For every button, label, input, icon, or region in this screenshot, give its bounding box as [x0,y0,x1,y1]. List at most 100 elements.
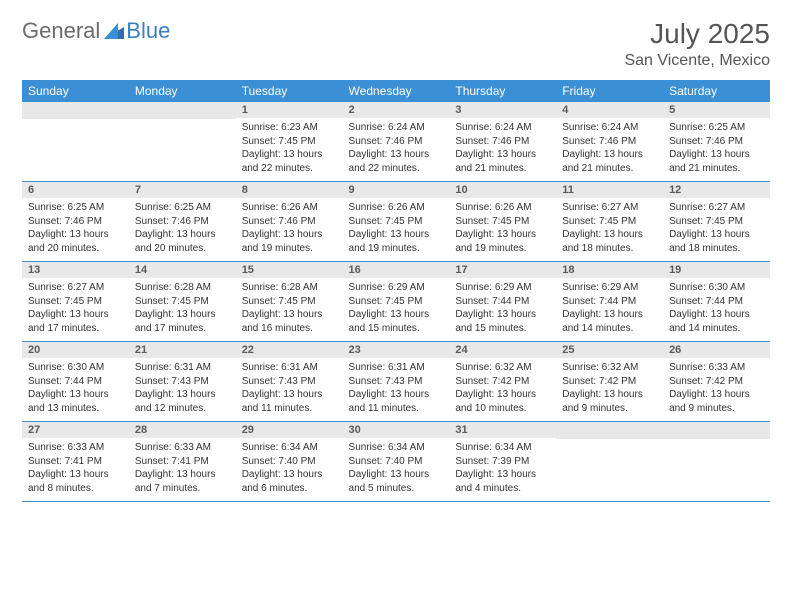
calendar-day-cell: 2Sunrise: 6:24 AMSunset: 7:46 PMDaylight… [343,102,450,182]
day-number: 25 [556,342,663,358]
daylight-line: Daylight: 13 hours and 16 minutes. [242,308,337,335]
daylight-line: Daylight: 13 hours and 18 minutes. [669,228,764,255]
day-number: 24 [449,342,556,358]
sunrise-line: Sunrise: 6:28 AM [242,281,337,295]
sunrise-line: Sunrise: 6:23 AM [242,121,337,135]
sunset-line: Sunset: 7:40 PM [349,455,444,469]
calendar-day-cell: 29Sunrise: 6:34 AMSunset: 7:40 PMDayligh… [236,422,343,502]
day-number: 17 [449,262,556,278]
daylight-line: Daylight: 13 hours and 8 minutes. [28,468,123,495]
calendar-day-cell: 22Sunrise: 6:31 AMSunset: 7:43 PMDayligh… [236,342,343,422]
sunset-line: Sunset: 7:42 PM [669,375,764,389]
daylight-line: Daylight: 13 hours and 10 minutes. [455,388,550,415]
day-number: 18 [556,262,663,278]
sunset-line: Sunset: 7:45 PM [349,215,444,229]
calendar-day-cell: 27Sunrise: 6:33 AMSunset: 7:41 PMDayligh… [22,422,129,502]
calendar-day-cell: 17Sunrise: 6:29 AMSunset: 7:44 PMDayligh… [449,262,556,342]
calendar-day-cell: 6Sunrise: 6:25 AMSunset: 7:46 PMDaylight… [22,182,129,262]
calendar-day-cell: 18Sunrise: 6:29 AMSunset: 7:44 PMDayligh… [556,262,663,342]
sunset-line: Sunset: 7:45 PM [242,295,337,309]
daylight-line: Daylight: 13 hours and 6 minutes. [242,468,337,495]
sunrise-line: Sunrise: 6:33 AM [135,441,230,455]
daylight-line: Daylight: 13 hours and 9 minutes. [669,388,764,415]
calendar-day-cell: 5Sunrise: 6:25 AMSunset: 7:46 PMDaylight… [663,102,770,182]
day-number: 7 [129,182,236,198]
daylight-line: Daylight: 13 hours and 9 minutes. [562,388,657,415]
day-number: 19 [663,262,770,278]
day-number: 9 [343,182,450,198]
sunrise-line: Sunrise: 6:25 AM [669,121,764,135]
day-info: Sunrise: 6:34 AMSunset: 7:39 PMDaylight:… [449,438,556,501]
sunset-line: Sunset: 7:43 PM [135,375,230,389]
day-info: Sunrise: 6:28 AMSunset: 7:45 PMDaylight:… [129,278,236,341]
day-number: 1 [236,102,343,118]
calendar-day-cell [129,102,236,182]
sunset-line: Sunset: 7:45 PM [28,295,123,309]
sunset-line: Sunset: 7:46 PM [242,215,337,229]
daylight-line: Daylight: 13 hours and 19 minutes. [242,228,337,255]
daylight-line: Daylight: 13 hours and 19 minutes. [455,228,550,255]
calendar-week-row: 27Sunrise: 6:33 AMSunset: 7:41 PMDayligh… [22,422,770,502]
day-info: Sunrise: 6:27 AMSunset: 7:45 PMDaylight:… [22,278,129,341]
calendar-day-cell: 9Sunrise: 6:26 AMSunset: 7:45 PMDaylight… [343,182,450,262]
calendar-day-cell: 16Sunrise: 6:29 AMSunset: 7:45 PMDayligh… [343,262,450,342]
calendar-day-cell: 1Sunrise: 6:23 AMSunset: 7:45 PMDaylight… [236,102,343,182]
sunset-line: Sunset: 7:44 PM [455,295,550,309]
day-number: 20 [22,342,129,358]
calendar-day-cell: 14Sunrise: 6:28 AMSunset: 7:45 PMDayligh… [129,262,236,342]
day-number: 15 [236,262,343,278]
sunrise-line: Sunrise: 6:26 AM [242,201,337,215]
daylight-line: Daylight: 13 hours and 15 minutes. [455,308,550,335]
calendar-day-cell [663,422,770,502]
day-number: 30 [343,422,450,438]
sunrise-line: Sunrise: 6:32 AM [562,361,657,375]
day-info: Sunrise: 6:24 AMSunset: 7:46 PMDaylight:… [449,118,556,181]
calendar-day-cell: 10Sunrise: 6:26 AMSunset: 7:45 PMDayligh… [449,182,556,262]
sunrise-line: Sunrise: 6:30 AM [28,361,123,375]
sunset-line: Sunset: 7:45 PM [135,295,230,309]
location-subtitle: San Vicente, Mexico [624,52,770,70]
weekday-header: Sunday [22,80,129,102]
sunrise-line: Sunrise: 6:27 AM [28,281,123,295]
day-info: Sunrise: 6:29 AMSunset: 7:45 PMDaylight:… [343,278,450,341]
day-number-empty [663,422,770,439]
day-number-empty [129,102,236,119]
sunrise-line: Sunrise: 6:33 AM [669,361,764,375]
daylight-line: Daylight: 13 hours and 21 minutes. [669,148,764,175]
day-number-empty [556,422,663,439]
sunset-line: Sunset: 7:46 PM [135,215,230,229]
calendar-table: SundayMondayTuesdayWednesdayThursdayFrid… [22,80,770,502]
day-info: Sunrise: 6:28 AMSunset: 7:45 PMDaylight:… [236,278,343,341]
day-info: Sunrise: 6:30 AMSunset: 7:44 PMDaylight:… [663,278,770,341]
sunset-line: Sunset: 7:46 PM [669,135,764,149]
brand-text-blue: Blue [126,18,170,44]
day-number: 29 [236,422,343,438]
day-info: Sunrise: 6:33 AMSunset: 7:41 PMDaylight:… [22,438,129,501]
calendar-week-row: 13Sunrise: 6:27 AMSunset: 7:45 PMDayligh… [22,262,770,342]
day-number: 16 [343,262,450,278]
sunset-line: Sunset: 7:41 PM [28,455,123,469]
daylight-line: Daylight: 13 hours and 14 minutes. [562,308,657,335]
calendar-day-cell [556,422,663,502]
sunrise-line: Sunrise: 6:30 AM [669,281,764,295]
day-info: Sunrise: 6:31 AMSunset: 7:43 PMDaylight:… [343,358,450,421]
sunrise-line: Sunrise: 6:31 AM [242,361,337,375]
sunset-line: Sunset: 7:39 PM [455,455,550,469]
brand-triangle-icon [104,23,124,39]
sunset-line: Sunset: 7:46 PM [455,135,550,149]
day-number: 26 [663,342,770,358]
sunset-line: Sunset: 7:44 PM [28,375,123,389]
sunrise-line: Sunrise: 6:34 AM [242,441,337,455]
sunrise-line: Sunrise: 6:31 AM [135,361,230,375]
daylight-line: Daylight: 13 hours and 21 minutes. [562,148,657,175]
sunrise-line: Sunrise: 6:34 AM [349,441,444,455]
sunrise-line: Sunrise: 6:26 AM [349,201,444,215]
day-number: 27 [22,422,129,438]
daylight-line: Daylight: 13 hours and 17 minutes. [28,308,123,335]
day-number: 22 [236,342,343,358]
day-info: Sunrise: 6:33 AMSunset: 7:42 PMDaylight:… [663,358,770,421]
title-block: July 2025 San Vicente, Mexico [624,18,770,70]
sunset-line: Sunset: 7:43 PM [242,375,337,389]
weekday-header: Friday [556,80,663,102]
daylight-line: Daylight: 13 hours and 21 minutes. [455,148,550,175]
